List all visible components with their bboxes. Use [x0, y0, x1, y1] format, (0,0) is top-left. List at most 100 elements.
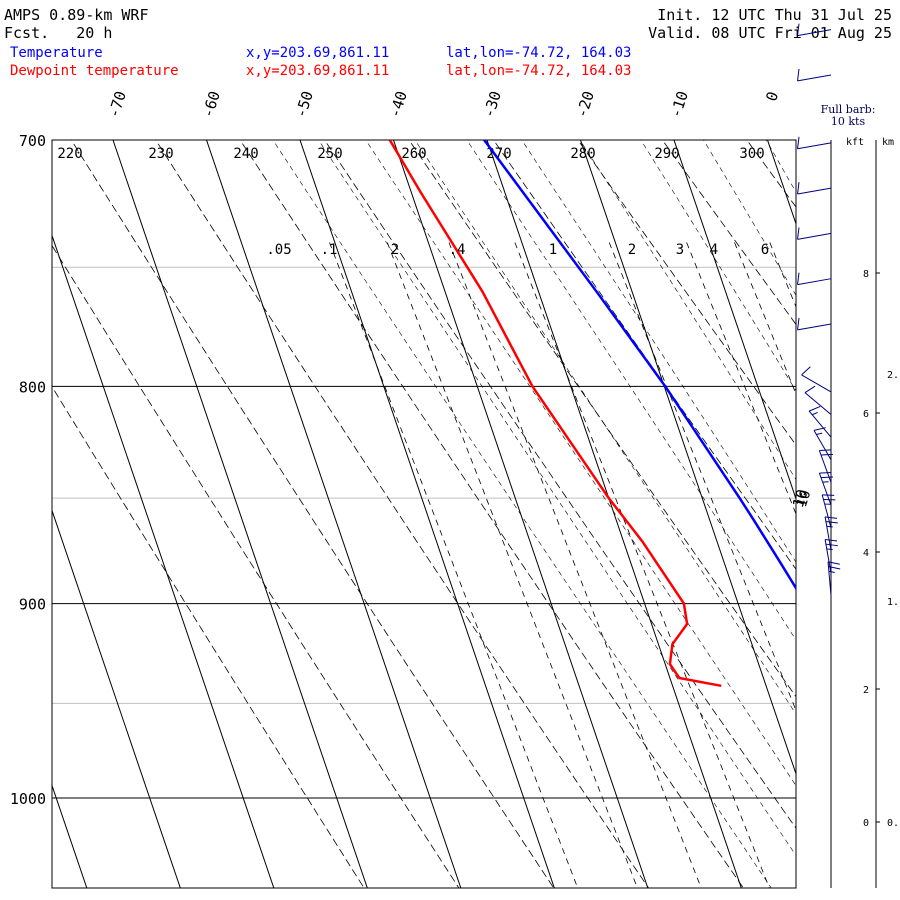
moist-adiabat--5 [521, 140, 796, 563]
wind-barb-11 [801, 366, 832, 393]
isotherm--100 [52, 784, 88, 888]
wind-barb-staff-5 [797, 74, 832, 82]
legend-temperature-latlon: lat,lon=-74.72, 164.03 [446, 45, 632, 61]
temperature-label--40: -40 [385, 89, 410, 120]
barb-key-line1: Full barb: [820, 103, 876, 116]
valid-time: Valid. 08 UTC Fri 01 Aug 25 [648, 24, 892, 42]
mixing-ratio-label-8: 6 [761, 242, 769, 258]
mixing-ratio-line-0.2 [448, 242, 702, 888]
model-title: AMPS 0.89-km WRF [4, 6, 149, 24]
kft-label-8: 8 [863, 269, 869, 280]
wind-barb-staff-20 [827, 561, 832, 596]
wind-barb-flag-20-1 [828, 566, 841, 570]
wind-barb-staff-6 [797, 142, 832, 150]
kft-label-0: 0 [863, 818, 869, 829]
moist-adiabat--30 [272, 140, 772, 888]
mixing-ratio-label-0: .05 [266, 242, 291, 258]
km-label-0.: 0. [887, 818, 899, 829]
dry-adiabat-label-240: 240 [233, 146, 258, 162]
mixing-ratio-line-2 [686, 242, 796, 515]
dry-adiabat-260 [408, 140, 796, 698]
isotherm--90 [52, 509, 181, 888]
mixing-ratio-label-1: .1 [321, 242, 338, 258]
wind-barb-13 [808, 405, 832, 438]
dry-adiabat-220 [70, 140, 555, 888]
wind-barb-flag-4-0 [797, 23, 800, 36]
dry-adiabat-270 [493, 140, 796, 570]
dry-adiabat-label-290: 290 [654, 146, 679, 162]
dry-adiabat-label-260: 260 [401, 146, 426, 162]
dry-adiabat-280 [577, 140, 796, 446]
moist-adiabat--20 [365, 140, 796, 787]
kft-label-4: 4 [863, 548, 869, 559]
fcst-label: Fcst. [4, 24, 50, 42]
isotherm-10 [843, 87, 900, 900]
dry-adiabat-320 [896, 114, 900, 900]
wind-barb-flag-6-0 [797, 136, 800, 149]
wind-barb-7 [797, 182, 832, 195]
mixing-ratio-line-0.05 [329, 242, 579, 888]
isotherm-0 [766, 140, 796, 226]
temperature-label--30: -30 [479, 89, 504, 120]
barb-key-line2: 10 kts [830, 115, 866, 128]
temperature-label-10: 10 [789, 487, 812, 510]
wind-barb-flag-12-0 [804, 385, 816, 394]
side-label-10: 10 [794, 488, 814, 509]
dry-adiabat-210 [52, 244, 460, 888]
temperature-profile [483, 140, 796, 591]
moist-adiabat-0 [579, 140, 796, 481]
wind-barb-10 [797, 317, 832, 331]
legend-temperature-name: Temperature [10, 45, 103, 61]
wind-barb-flag-18-1 [825, 521, 838, 524]
wind-barb-flag-19-2 [826, 548, 833, 551]
legend-dewpoint-xy: x,y=203.69,861.11 [246, 63, 390, 79]
wind-barb-flag-20-2 [828, 570, 835, 573]
wind-barb-staff-11 [801, 374, 832, 393]
wind-barb-flag-13-1 [812, 411, 818, 416]
temperature-label--10: -10 [666, 89, 691, 120]
legend-temperature-xy: x,y=203.69,861.11 [246, 45, 390, 61]
km-label-1.: 1. [887, 597, 899, 608]
mixing-ratio-line-0.4 [514, 242, 770, 888]
wind-barb-8 [797, 227, 832, 240]
temperature-label--70: -70 [104, 89, 129, 120]
wind-barb-staff-19 [824, 539, 832, 574]
km-axis-label: km [882, 137, 894, 148]
kft-label-6: 6 [863, 409, 869, 420]
wind-barb-flag-16-0 [819, 472, 832, 474]
dewpoint-profile [388, 140, 722, 688]
barb-key: Full barb: 10 kts [818, 104, 878, 128]
mixing-ratio-label-5: 2 [628, 242, 636, 258]
isotherm--10 [673, 140, 796, 501]
wind-barb-20 [827, 561, 841, 596]
km-label-2.: 2. [887, 370, 899, 381]
wind-barb-flag-13-0 [808, 405, 821, 412]
dry-adiabat-240 [239, 140, 744, 888]
mixing-ratio-line-0.1 [386, 242, 638, 888]
fcst-value: 20 h [76, 24, 113, 42]
dry-adiabat-label-230: 230 [148, 146, 173, 162]
wind-barb-flag-20-0 [827, 561, 840, 565]
dry-adiabat-label-220: 220 [57, 146, 82, 162]
wind-barb-flag-11-0 [801, 366, 811, 376]
pressure-label-900: 900 [19, 596, 46, 614]
wind-barb-flag-15-0 [819, 449, 832, 451]
wind-barb-staff-10 [797, 323, 832, 331]
pressure-label-800: 800 [19, 378, 46, 396]
wind-barb-flag-10-0 [797, 317, 800, 330]
mixing-ratio-line-6 [821, 243, 900, 900]
legend-dewpoint-name: Dewpoint temperature [10, 63, 179, 79]
wind-barb-flag-7-0 [797, 182, 800, 195]
temperature-label-0: 0 [762, 89, 782, 103]
wind-barb-flag-18-0 [825, 516, 838, 519]
wind-barb-flag-9-0 [797, 272, 800, 285]
dry-adiabat-label-250: 250 [317, 146, 342, 162]
wind-barb-staff-12 [804, 392, 832, 415]
mixing-ratio-label-2: 2 [391, 242, 399, 258]
wind-barb-flag-14-0 [813, 427, 826, 431]
temperature-label--60: -60 [198, 89, 223, 120]
wind-barb-staff-13 [808, 410, 832, 438]
wind-barb-staff-8 [797, 232, 832, 240]
